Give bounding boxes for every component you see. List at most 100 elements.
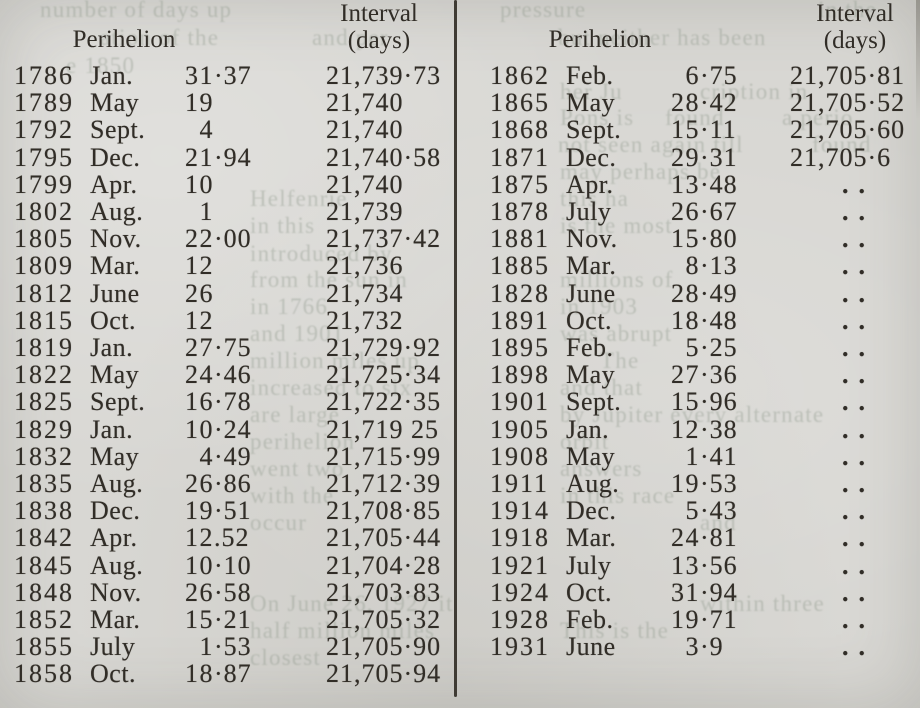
interval-missing-dots: .. — [842, 360, 875, 390]
interval-missing-dots: .. — [842, 577, 875, 607]
day-cell: 5 — [685, 496, 700, 526]
ghost-text-fragment: pressure — [500, 0, 587, 22]
month-cell: Nov. — [90, 224, 142, 254]
month-cell: May — [566, 441, 616, 471]
day-cell: 31 — [185, 61, 214, 90]
table-row: 1828 June 28·49.. — [490, 280, 920, 307]
year-cell: 1809 — [14, 251, 74, 281]
year-cell: 1931 — [490, 632, 550, 662]
day-fraction-cell: ·58 — [214, 577, 252, 607]
ghost-text-fragment: with the — [250, 483, 335, 508]
table-row: 1858 Oct. 18·87 21,705·94 — [14, 660, 470, 687]
day-fraction-cell: ·49 — [700, 278, 738, 308]
table-row: 1812 June 26 21,734 — [14, 280, 470, 307]
day-fraction-cell: ·10 — [214, 550, 252, 580]
ghost-text-fragment: introduced by — [250, 241, 393, 266]
year-cell: 1805 — [14, 224, 74, 254]
day-cell: 1 — [199, 197, 214, 226]
table-row: 1819 Jan. 27·75 21,729·92 — [14, 334, 470, 361]
table-row: 1868 Sept. 15·11 21,705·60 — [490, 116, 920, 143]
day-cell: 22 — [185, 224, 214, 254]
table-row: 1914 Dec. 5·43.. — [490, 497, 920, 524]
day-fraction-cell: ·80 — [700, 224, 738, 254]
day-fraction-cell: ·81 — [700, 523, 738, 553]
interval-missing-dots: .. — [842, 550, 875, 580]
interval-header-line2: (days) — [823, 27, 887, 54]
month-cell: Feb. — [566, 605, 614, 634]
year-cell: 1835 — [14, 469, 74, 498]
interval-cell: 21,703·83 — [326, 577, 442, 607]
day-fraction-cell: ·00 — [214, 224, 252, 254]
day-fraction-cell: ·31 — [700, 142, 738, 172]
interval-cell: 21,740 — [326, 88, 404, 118]
year-cell: 1848 — [14, 577, 74, 607]
month-cell: Aug. — [566, 469, 620, 498]
interval-missing-dots: .. — [842, 414, 875, 444]
interval-missing-dots: .. — [842, 224, 875, 254]
table-row: 1832 May 4·49 21,715·99 — [14, 443, 470, 470]
month-cell: Mar. — [90, 251, 141, 281]
day-cell: 19 — [185, 88, 214, 118]
table-row: 1799 Apr. 10 21,740 — [14, 171, 470, 198]
interval-missing-dots: .. — [842, 441, 875, 471]
interval-cell: 21,739 — [326, 197, 404, 226]
day-fraction-cell: ·53 — [214, 632, 252, 662]
table-row: 1898 May 27·36.. — [490, 361, 920, 388]
table-row: 1842 Apr. 12.52 21,705·44 — [14, 524, 470, 551]
month-cell: Oct. — [566, 577, 613, 607]
table-row: 1825 Sept. 16·78 21,722·35 — [14, 388, 470, 415]
year-cell: 1885 — [490, 251, 550, 281]
ghost-text-fragment: number of days up — [40, 0, 233, 22]
table-row: 1789 May 19 21,740 — [14, 89, 470, 116]
table-row: 1928 Feb. 19·71.. — [490, 606, 920, 633]
year-cell: 1795 — [14, 142, 74, 172]
month-cell: Mar. — [566, 251, 617, 281]
day-fraction-cell: ·43 — [700, 496, 738, 526]
table-row: 1822 May 24·46 21,725·34 — [14, 361, 470, 388]
ghost-text-fragment: found — [812, 132, 872, 157]
day-fraction-cell: ·67 — [700, 197, 738, 226]
table-row: 1875 Apr. 13·48.. — [490, 171, 920, 198]
table-row: 1924 Oct. 31·94.. — [490, 579, 920, 606]
year-cell: 1829 — [14, 414, 74, 444]
interval-cell: 21,704·28 — [326, 550, 442, 580]
ghost-text-fragment: The — [600, 348, 640, 373]
day-fraction-cell: ·36 — [700, 360, 738, 390]
day-cell: 24 — [671, 523, 700, 553]
day-cell: 29 — [671, 142, 700, 172]
month-cell: Mar. — [566, 523, 617, 553]
day-cell: 21 — [185, 142, 214, 172]
month-cell: Dec. — [90, 142, 141, 172]
table-row: 1878 July 26·67.. — [490, 198, 920, 225]
day-cell: 4 — [199, 441, 214, 471]
day-cell: 27 — [185, 333, 214, 362]
day-cell: 16 — [185, 387, 214, 417]
day-cell: 8 — [685, 251, 700, 281]
interval-cell: 21,705·32 — [326, 605, 442, 634]
month-cell: Nov. — [566, 224, 618, 254]
year-cell: 1858 — [14, 659, 74, 689]
ghost-text-fragment: not seen again till — [558, 132, 744, 157]
ghost-text-fragment: was abrupt — [560, 321, 673, 346]
ghost-text-fragment: cription in — [700, 79, 809, 104]
year-cell: 1819 — [14, 333, 74, 362]
month-cell: Sept. — [90, 387, 146, 417]
year-cell: 1891 — [490, 305, 550, 335]
day-cell: 12 — [671, 414, 700, 444]
day-fraction-cell: ·21 — [214, 605, 252, 634]
interval-missing-dots: .. — [842, 632, 875, 662]
interval-missing-dots: .. — [842, 278, 875, 308]
interval-missing-dots: .. — [842, 605, 875, 634]
interval-cell: 21,705·60 — [790, 115, 906, 145]
year-cell: 1924 — [490, 577, 550, 607]
ghost-text-fragment: in 1766 — [250, 294, 329, 319]
interval-cell: 21,705·90 — [326, 632, 442, 662]
year-cell: 1918 — [490, 523, 550, 553]
month-cell: Aug. — [90, 550, 144, 580]
column-divider-rule — [454, 0, 457, 697]
ghost-text-fragment: in this race — [560, 483, 676, 508]
table-row: 1815 Oct. 12 21,732 — [14, 307, 470, 334]
day-fraction-cell: .52 — [214, 523, 250, 553]
year-cell: 1875 — [490, 169, 550, 199]
